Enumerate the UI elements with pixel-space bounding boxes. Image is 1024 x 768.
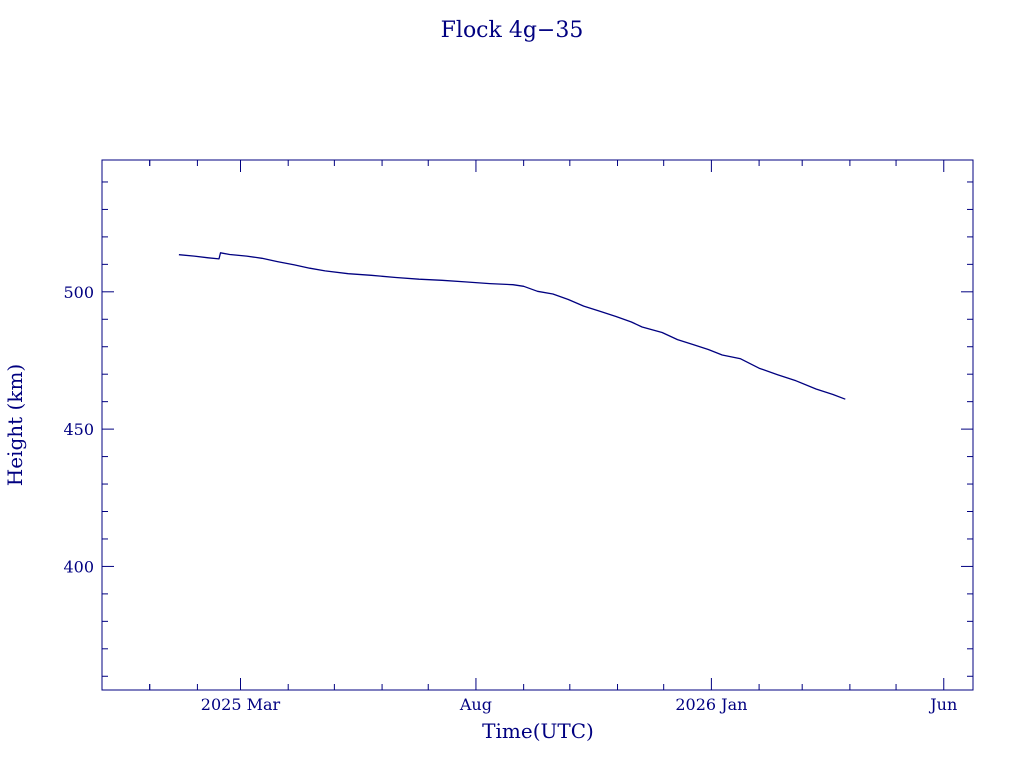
x-tick-label: Jun: [928, 695, 957, 714]
x-tick-label: Aug: [459, 695, 492, 714]
chart-title: Flock 4g−35: [441, 18, 584, 43]
y-axis-label: Height (km): [3, 364, 27, 486]
plot-frame: [101, 159, 974, 691]
x-ticks: 2025 Mar Aug 2026 Jan Jun: [149, 160, 957, 714]
y-tick-label: 500: [63, 283, 94, 302]
x-tick-label: 2025 Mar: [201, 695, 281, 714]
x-tick-label: 2026 Jan: [675, 695, 747, 714]
height-series-line: [178, 252, 846, 400]
y-ticks: 400 450 500: [63, 181, 973, 677]
y-tick-label: 400: [63, 557, 94, 576]
x-axis-label: Time(UTC): [482, 719, 594, 743]
series-layer: [178, 252, 846, 400]
y-tick-label: 450: [63, 420, 94, 439]
